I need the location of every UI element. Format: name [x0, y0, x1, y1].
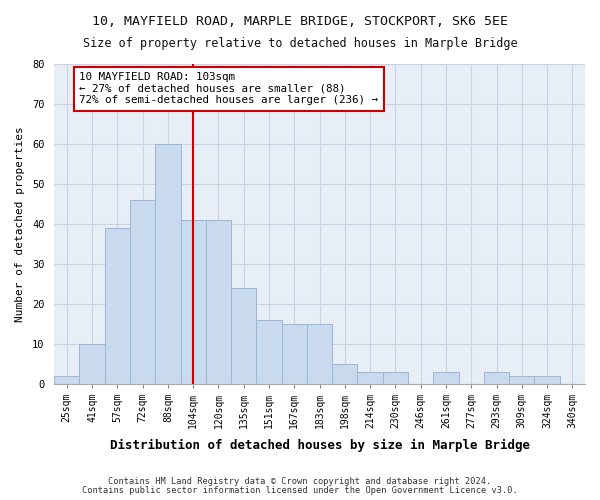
Bar [281, 324, 307, 384]
Bar [181, 220, 206, 384]
Y-axis label: Number of detached properties: Number of detached properties [15, 126, 25, 322]
Bar [509, 376, 535, 384]
Bar [206, 220, 231, 384]
Bar [231, 288, 256, 384]
Bar [433, 372, 458, 384]
Bar [155, 144, 181, 384]
Text: 10 MAYFIELD ROAD: 103sqm
← 27% of detached houses are smaller (88)
72% of semi-d: 10 MAYFIELD ROAD: 103sqm ← 27% of detach… [79, 72, 379, 105]
Bar [358, 372, 383, 384]
Text: Contains HM Land Registry data © Crown copyright and database right 2024.: Contains HM Land Registry data © Crown c… [109, 477, 491, 486]
Text: 10, MAYFIELD ROAD, MARPLE BRIDGE, STOCKPORT, SK6 5EE: 10, MAYFIELD ROAD, MARPLE BRIDGE, STOCKP… [92, 15, 508, 28]
Bar [484, 372, 509, 384]
Text: Size of property relative to detached houses in Marple Bridge: Size of property relative to detached ho… [83, 38, 517, 51]
Bar [256, 320, 281, 384]
Bar [54, 376, 79, 384]
Text: Contains public sector information licensed under the Open Government Licence v3: Contains public sector information licen… [82, 486, 518, 495]
Bar [383, 372, 408, 384]
Bar [307, 324, 332, 384]
Bar [535, 376, 560, 384]
X-axis label: Distribution of detached houses by size in Marple Bridge: Distribution of detached houses by size … [110, 440, 530, 452]
Bar [130, 200, 155, 384]
Bar [105, 228, 130, 384]
Bar [332, 364, 358, 384]
Bar [79, 344, 105, 384]
